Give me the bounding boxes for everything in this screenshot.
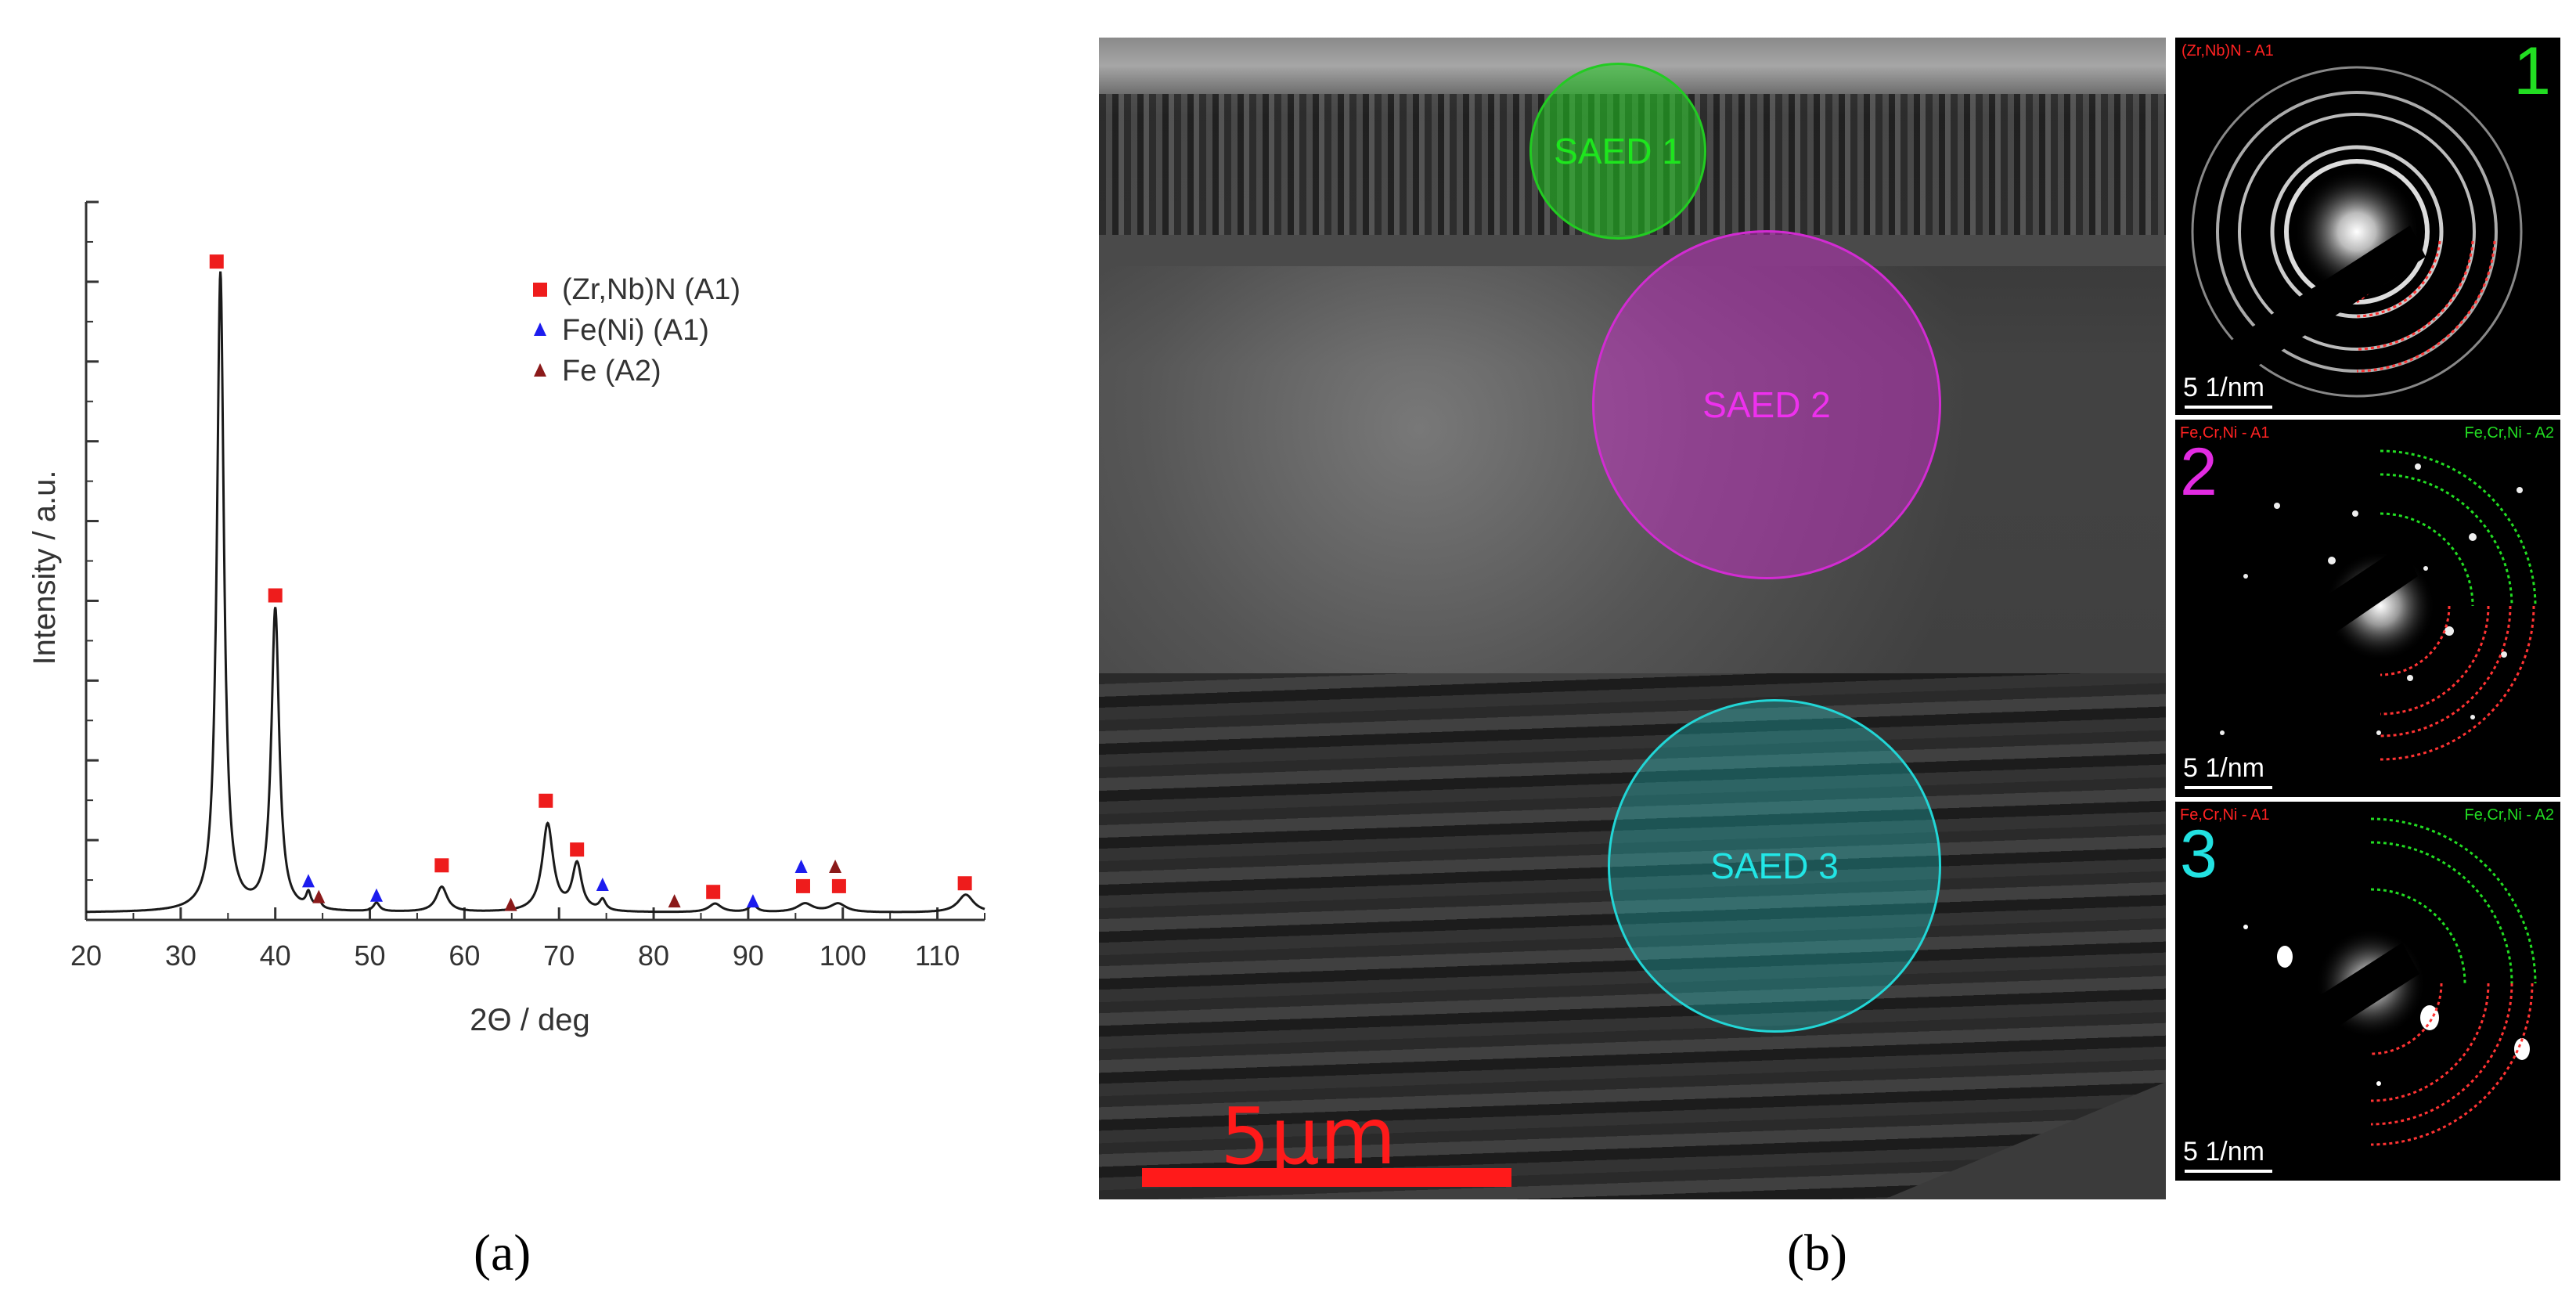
xrd-chart: 20 30 40 50 60 70 80 90 100 110 (Zr,Nb)N (A1) Fe(N… bbox=[27, 200, 985, 1037]
ring-1e bbox=[2191, 66, 2523, 398]
diffraction-2-label-left: Fe,Cr,Ni - A1 bbox=[2180, 424, 2270, 442]
x-tick-label: 90 bbox=[733, 939, 764, 972]
interface-layer bbox=[1099, 235, 2166, 266]
red-arc-2d bbox=[2380, 605, 2535, 761]
phase-marker bbox=[794, 860, 808, 874]
diffraction-pattern-2 bbox=[2191, 449, 2537, 761]
diffraction-2-number: 2 bbox=[2180, 435, 2218, 510]
diffraction-spots-2 bbox=[2220, 463, 2523, 735]
green-arc-3a bbox=[2370, 888, 2466, 984]
diffraction-2-scale-bar bbox=[2185, 786, 2272, 789]
beam-stop-3 bbox=[2183, 943, 2419, 1116]
phase-marker bbox=[504, 897, 517, 911]
panel-b-caption: (b) bbox=[1787, 1224, 1847, 1282]
phase-marker bbox=[795, 878, 810, 893]
red-arc-2a bbox=[2380, 605, 2451, 676]
legend-label: (Zr,Nb)N (A1) bbox=[562, 273, 740, 306]
scale-bar-label: 5µm bbox=[1220, 1091, 1396, 1182]
x-tick-label: 40 bbox=[260, 939, 291, 972]
red-arc-2c bbox=[2380, 605, 2512, 737]
diffraction-3-label-left: Fe,Cr,Ni - A1 bbox=[2180, 806, 2270, 824]
saed-1-label: SAED 1 bbox=[1554, 131, 1682, 171]
y-axis-label: Intensity / a.u. bbox=[27, 470, 62, 665]
saed-3-label: SAED 3 bbox=[1710, 846, 1839, 886]
x-axis-label: 2Θ / deg bbox=[470, 1003, 589, 1037]
x-tick-label: 100 bbox=[820, 939, 866, 972]
x-tick-label: 30 bbox=[165, 939, 196, 972]
phase-marker bbox=[209, 254, 224, 269]
x-tick-label: 20 bbox=[70, 939, 102, 972]
phase-marker bbox=[539, 793, 553, 808]
green-arc-2c bbox=[2380, 449, 2537, 607]
red-arc-3a bbox=[2370, 983, 2443, 1055]
saed-2-label: SAED 2 bbox=[1702, 384, 1831, 425]
diffraction-spots-3 bbox=[2243, 925, 2530, 1086]
scale-bar bbox=[1142, 1168, 1511, 1187]
legend-marker bbox=[533, 283, 547, 297]
diffraction-pattern-1 bbox=[2191, 66, 2523, 399]
corner-shadow bbox=[1884, 1082, 2166, 1199]
legend-marker bbox=[534, 363, 546, 377]
green-arc-2a bbox=[2380, 512, 2474, 607]
phase-marker bbox=[301, 874, 315, 888]
green-arc-3c bbox=[2370, 817, 2537, 984]
phase-marker bbox=[434, 858, 449, 873]
green-arc-2b bbox=[2380, 473, 2513, 607]
phase-marker bbox=[829, 860, 842, 874]
diffraction-3-number: 3 bbox=[2180, 817, 2218, 892]
diffraction-panel-2: Fe,Cr,Ni - A1 Fe,Cr,Ni - A2 2 5 1/nm bbox=[2175, 420, 2560, 797]
legend-label: Fe (A2) bbox=[562, 355, 661, 388]
phase-marker bbox=[831, 878, 846, 893]
ring-1b bbox=[2270, 145, 2444, 319]
diffraction-panel-3: Fe,Cr,Ni - A1 Fe,Cr,Ni - A2 3 5 1/nm bbox=[2175, 802, 2560, 1181]
diffraction-1-scale: 5 1/nm bbox=[2183, 373, 2264, 402]
x-tick-label: 80 bbox=[638, 939, 669, 972]
legend-marker bbox=[534, 323, 546, 336]
x-tick-label: 60 bbox=[449, 939, 480, 972]
beam-stop-1 bbox=[2191, 225, 2426, 399]
phase-marker bbox=[570, 842, 585, 857]
phase-marker bbox=[668, 894, 681, 908]
green-arc-3b bbox=[2370, 841, 2513, 984]
phase-marker bbox=[746, 894, 759, 908]
saed-3-region: SAED 3 bbox=[1608, 699, 1941, 1033]
x-tick-label: 110 bbox=[915, 939, 960, 972]
phase-marker bbox=[369, 888, 383, 902]
diffraction-2-scale: 5 1/nm bbox=[2183, 753, 2264, 783]
saed-1-region: SAED 1 bbox=[1529, 63, 1706, 240]
panel-a-caption: (a) bbox=[474, 1224, 531, 1282]
x-tick-label: 70 bbox=[543, 939, 575, 972]
diffraction-1-number: 1 bbox=[2513, 38, 2551, 109]
red-arc-2b bbox=[2380, 605, 2490, 716]
diffraction-3-label-right: Fe,Cr,Ni - A2 bbox=[2464, 806, 2554, 824]
legend-label: Fe(Ni) (A1) bbox=[562, 314, 709, 347]
diffraction-3-scale-bar bbox=[2185, 1170, 2272, 1173]
phase-marker bbox=[312, 889, 326, 903]
beam-stop-2 bbox=[2191, 545, 2418, 721]
diffraction-1-scale-bar bbox=[2185, 406, 2272, 409]
phase-marker bbox=[706, 885, 721, 900]
red-arc-3b bbox=[2370, 983, 2490, 1102]
diffraction-pattern-3 bbox=[2183, 817, 2537, 1146]
tem-micrograph: SAED 1 SAED 2 SAED 3 5µm bbox=[1099, 38, 2166, 1199]
saed-2-region: SAED 2 bbox=[1592, 230, 1941, 579]
red-arc-3c bbox=[2370, 983, 2513, 1126]
phase-marker bbox=[957, 876, 972, 891]
phase-marker bbox=[596, 877, 609, 891]
diffraction-3-scale: 5 1/nm bbox=[2183, 1137, 2264, 1167]
red-arc-3d bbox=[2370, 983, 2534, 1146]
diffraction-1-label: (Zr,Nb)N - A1 bbox=[2181, 42, 2274, 60]
phase-marker bbox=[268, 588, 283, 603]
ring-1c bbox=[2238, 113, 2476, 351]
xrd-chart-panel: 20 30 40 50 60 70 80 90 100 110 (Zr,Nb)N (A1) Fe(N… bbox=[0, 0, 1010, 1096]
diffraction-panel-1: (Zr,Nb)N - A1 1 5 1/nm bbox=[2175, 38, 2560, 415]
x-tick-label: 50 bbox=[355, 939, 386, 972]
diffraction-2-label-right: Fe,Cr,Ni - A2 bbox=[2464, 424, 2554, 442]
xrd-pattern-line bbox=[86, 271, 985, 914]
